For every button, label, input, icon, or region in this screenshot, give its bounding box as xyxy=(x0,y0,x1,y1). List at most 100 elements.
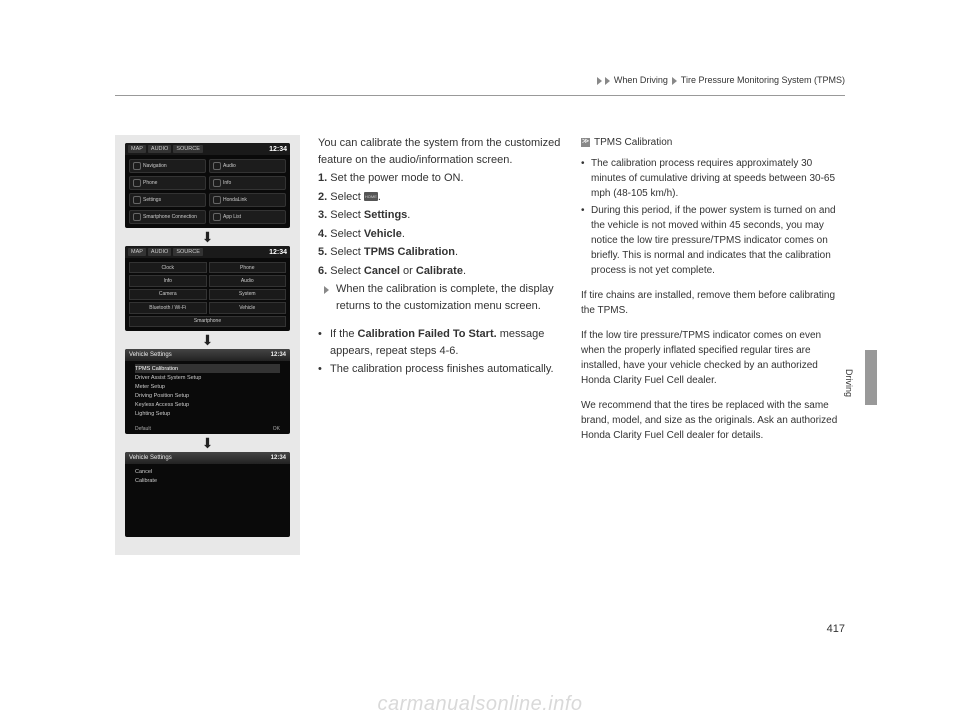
clock: 12:34 xyxy=(271,352,286,358)
cell-camera: Camera xyxy=(129,289,207,300)
screen-title: Vehicle Settings xyxy=(129,352,172,358)
tab-audio: AUDIO xyxy=(148,145,171,153)
step-2: 2. Select HOME. xyxy=(318,189,563,206)
apps-icon xyxy=(213,213,221,221)
breadcrumb: When Driving Tire Pressure Monitoring Sy… xyxy=(597,75,845,85)
tile-phone: Phone xyxy=(129,176,206,190)
notes-list: If the Calibration Failed To Start. mess… xyxy=(318,326,563,378)
screenshot-column: MAP AUDIO SOURCE 12:34 Navigation Audio … xyxy=(115,135,300,555)
down-arrow-icon: ⬇ xyxy=(202,230,214,244)
down-arrow-icon: ⬇ xyxy=(202,333,214,347)
tab-audio: AUDIO xyxy=(148,248,171,256)
sidebar-para-3: We recommend that the tires be replaced … xyxy=(581,398,841,443)
intro-text: You can calibrate the system from the cu… xyxy=(318,135,563,168)
tab-map: MAP xyxy=(128,248,146,256)
tile-settings: Settings xyxy=(129,193,206,207)
tile-applist: App List xyxy=(209,210,286,224)
tile-audio: Audio xyxy=(209,159,286,173)
home-grid: Navigation Audio Phone Info Settings Hon… xyxy=(125,155,290,228)
screen-footer: Default OK xyxy=(135,426,280,432)
list-item: Driving Position Setup xyxy=(135,391,280,400)
audio-icon xyxy=(213,162,221,170)
screen-topbar: MAP AUDIO SOURCE 12:34 xyxy=(125,246,290,258)
note-2: The calibration process finishes automat… xyxy=(318,361,563,378)
list-item: TPMS Calibration xyxy=(135,364,280,373)
clock: 12:34 xyxy=(269,146,287,153)
sidebar-para-1: If tire chains are installed, remove the… xyxy=(581,288,841,318)
info-icon: ≫ xyxy=(581,138,590,147)
smartphone-icon xyxy=(133,213,141,221)
screen-header: Vehicle Settings 12:34 xyxy=(125,349,290,361)
breadcrumb-part1: When Driving xyxy=(614,75,668,85)
screen-home: MAP AUDIO SOURCE 12:34 Navigation Audio … xyxy=(125,143,290,228)
clock: 12:34 xyxy=(269,249,287,256)
step-1: 1. Set the power mode to ON. xyxy=(318,170,563,187)
sidebar-bullet-1: The calibration process requires approxi… xyxy=(581,156,841,201)
cell-smartphone: Smartphone xyxy=(129,316,286,327)
list-item: Keyless Access Setup xyxy=(135,400,280,409)
content-row: MAP AUDIO SOURCE 12:34 Navigation Audio … xyxy=(115,135,845,555)
tab-source: SOURCE xyxy=(173,248,203,256)
page-number: 417 xyxy=(827,623,845,635)
clock: 12:34 xyxy=(271,455,286,461)
section-tab-label: Driving xyxy=(844,369,854,397)
breadcrumb-arrow-icon xyxy=(672,77,677,85)
footer-default: Default xyxy=(135,426,151,432)
home-icon: HOME xyxy=(364,192,378,201)
instructions-column: You can calibrate the system from the cu… xyxy=(318,135,563,555)
tab-source: SOURCE xyxy=(173,145,203,153)
tile-navigation: Navigation xyxy=(129,159,206,173)
sidebar-para-2: If the low tire pressure/TPMS indicator … xyxy=(581,328,841,388)
header-divider xyxy=(115,95,845,96)
list-item: Meter Setup xyxy=(135,382,280,391)
screen-settings: MAP AUDIO SOURCE 12:34 Clock Phone Info … xyxy=(125,246,290,331)
tile-info: Info xyxy=(209,176,286,190)
cell-system: System xyxy=(209,289,287,300)
breadcrumb-arrow-icon xyxy=(597,77,602,85)
info-icon xyxy=(213,179,221,187)
sidebar-column: ≫ TPMS Calibration The calibration proce… xyxy=(581,135,841,555)
list-item: Driver Assist System Setup xyxy=(135,373,280,382)
footer-ok: OK xyxy=(273,426,280,432)
tile-hondalink: HondaLink xyxy=(209,193,286,207)
down-arrow-icon: ⬇ xyxy=(202,436,214,450)
step-6-sub: When the calibration is complete, the di… xyxy=(318,281,563,314)
cell-vehicle: Vehicle xyxy=(209,302,287,313)
settings-list: TPMS Calibration Driver Assist System Se… xyxy=(125,361,290,421)
cell-bluetooth: Bluetooth / Wi-Fi xyxy=(129,302,207,313)
gear-icon xyxy=(133,196,141,204)
section-tab xyxy=(865,350,877,405)
list-item: Cancel xyxy=(135,467,280,476)
cell-audio: Audio xyxy=(209,275,287,286)
link-icon xyxy=(213,196,221,204)
step-4: 4. Select Vehicle. xyxy=(318,226,563,243)
breadcrumb-part2: Tire Pressure Monitoring System (TPMS) xyxy=(681,75,845,85)
nav-icon xyxy=(133,162,141,170)
screen-topbar: MAP AUDIO SOURCE 12:34 xyxy=(125,143,290,155)
sidebar-title: TPMS Calibration xyxy=(594,135,672,150)
sidebar-bullet-2: During this period, if the power system … xyxy=(581,203,841,278)
breadcrumb-arrow-icon xyxy=(605,77,610,85)
cell-clock: Clock xyxy=(129,262,207,273)
screen-tpms-calibration: Vehicle Settings 12:34 Cancel Calibrate xyxy=(125,452,290,537)
settings-grid: Clock Phone Info Audio Camera System Blu… xyxy=(125,258,290,331)
cell-info: Info xyxy=(129,275,207,286)
sidebar-header: ≫ TPMS Calibration xyxy=(581,135,841,150)
tab-map: MAP xyxy=(128,145,146,153)
page-content: When Driving Tire Pressure Monitoring Sy… xyxy=(115,75,845,645)
screen-vehicle-settings: Vehicle Settings 12:34 TPMS Calibration … xyxy=(125,349,290,434)
list-item: Calibrate xyxy=(135,476,280,485)
calibration-list: Cancel Calibrate xyxy=(125,464,290,488)
screen-header: Vehicle Settings 12:34 xyxy=(125,452,290,464)
watermark: carmanualsonline.info xyxy=(0,693,960,716)
step-3: 3. Select Settings. xyxy=(318,207,563,224)
cell-phone: Phone xyxy=(209,262,287,273)
note-1: If the Calibration Failed To Start. mess… xyxy=(318,326,563,359)
phone-icon xyxy=(133,179,141,187)
step-6: 6. Select Cancel or Calibrate. xyxy=(318,263,563,280)
list-item: Lighting Setup xyxy=(135,409,280,418)
step-5: 5. Select TPMS Calibration. xyxy=(318,244,563,261)
screen-title: Vehicle Settings xyxy=(129,455,172,461)
tile-smartphone: Smartphone Connection xyxy=(129,210,206,224)
triangle-icon xyxy=(324,286,329,294)
